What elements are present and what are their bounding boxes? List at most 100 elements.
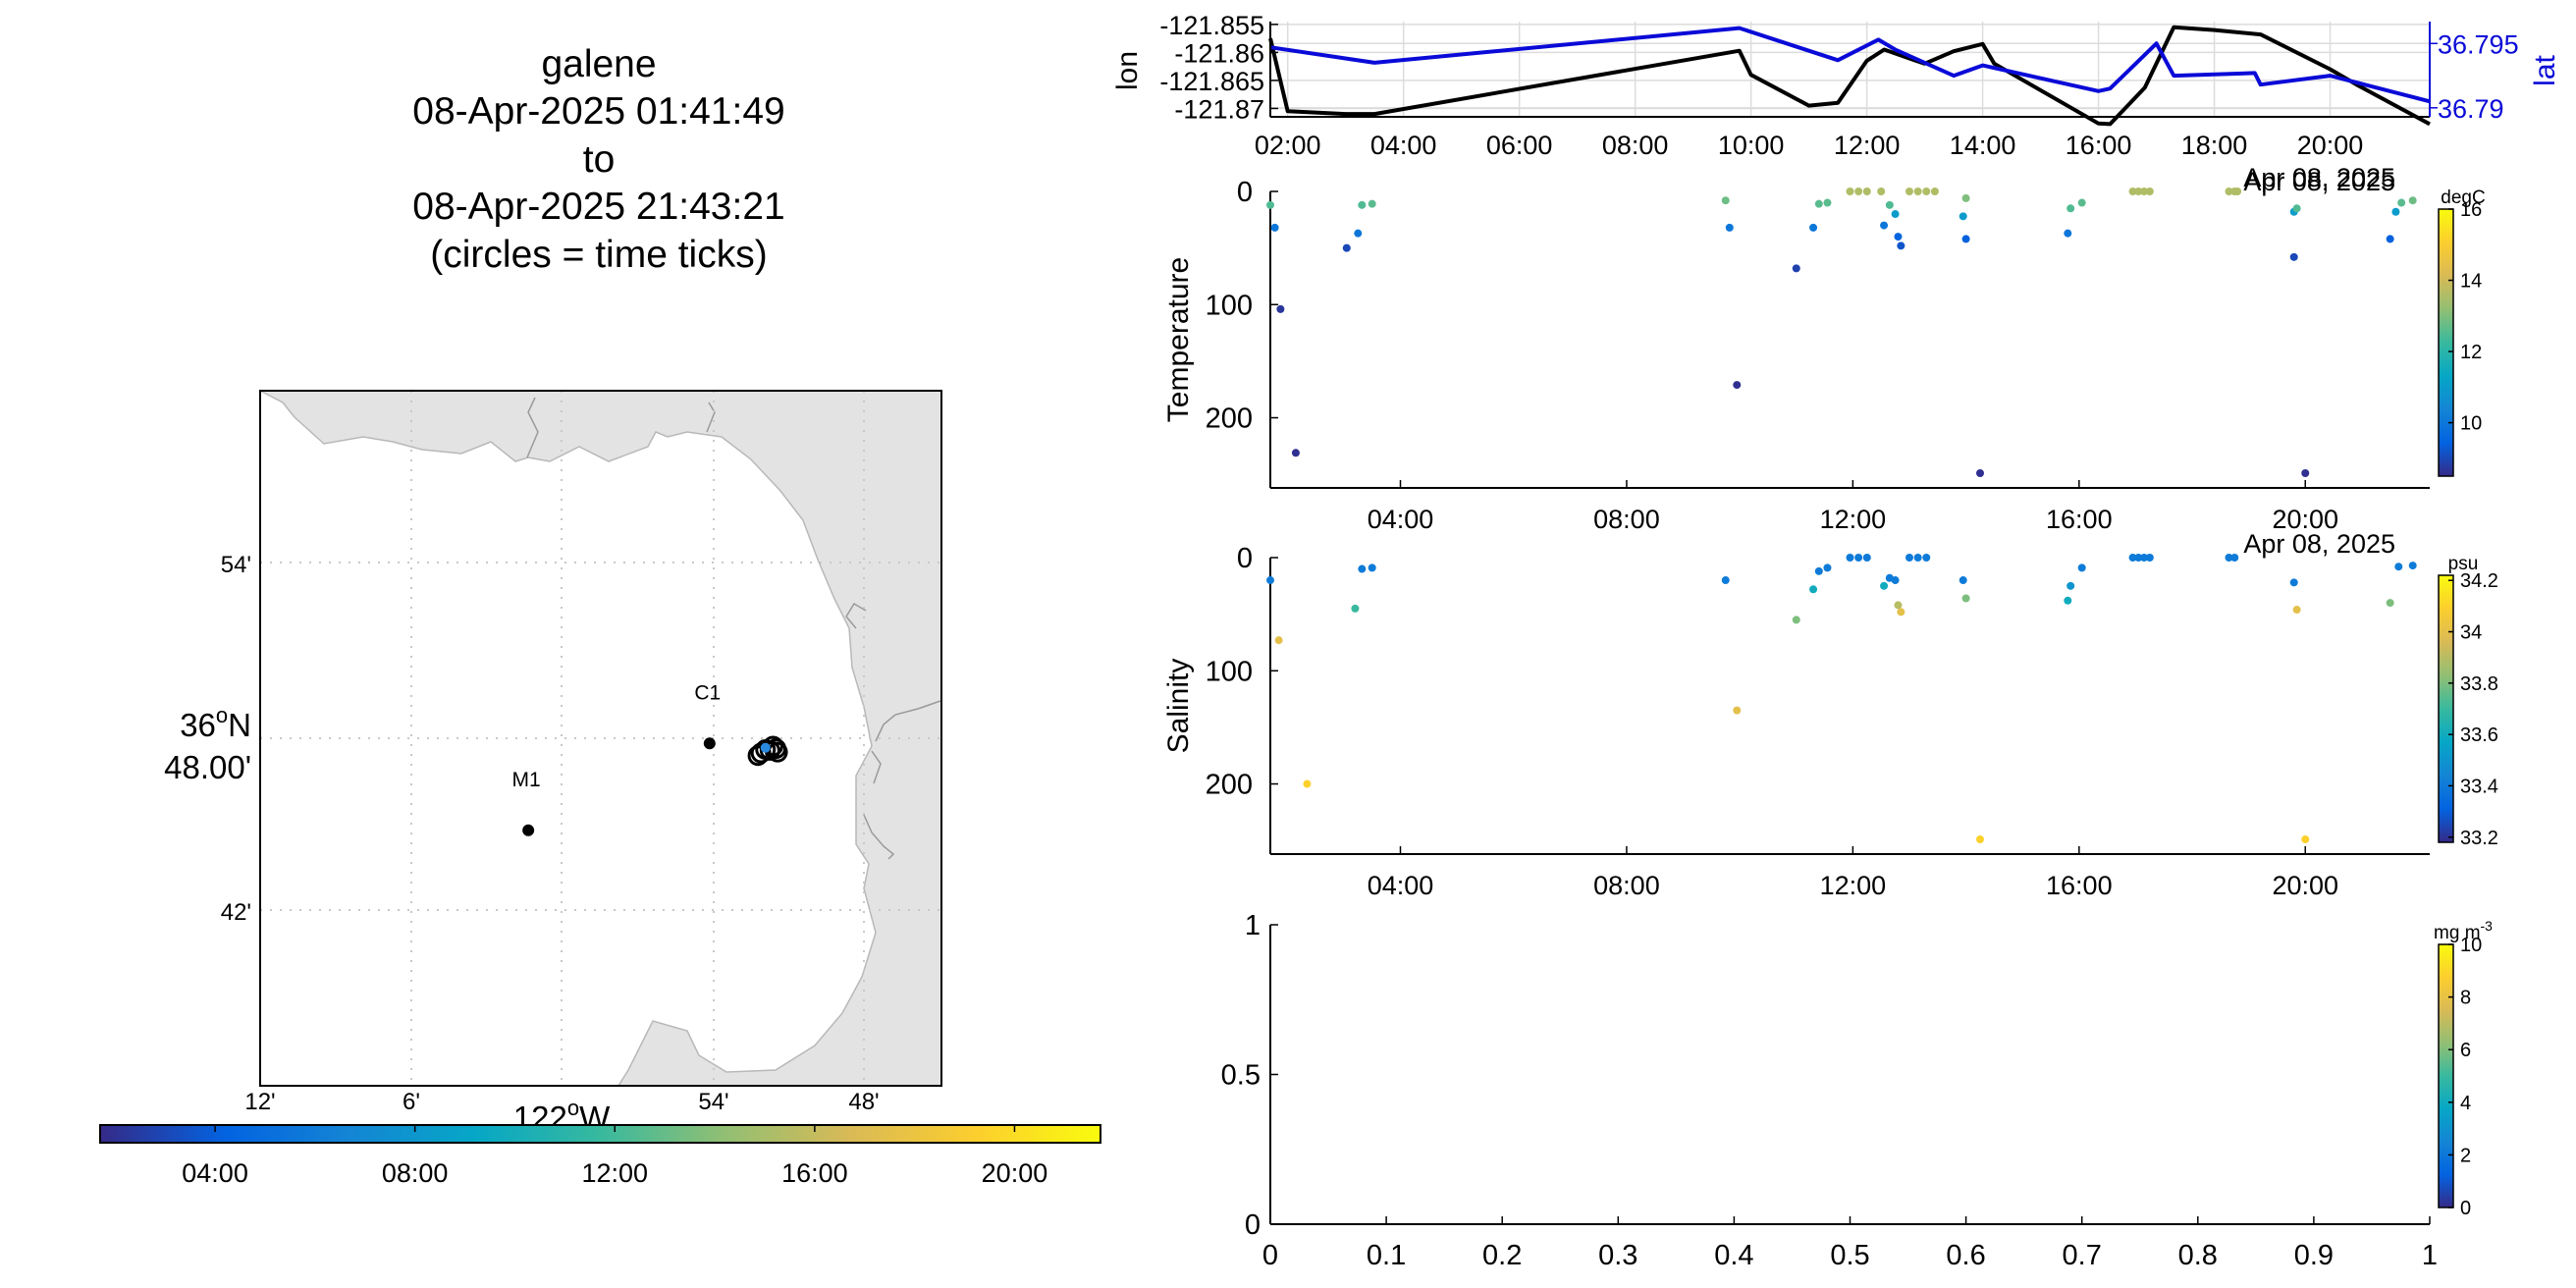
station-marker	[522, 824, 535, 836]
colorbar-label-exponent: -3	[2481, 918, 2494, 934]
colorbar-label-unit: psu	[2448, 554, 2479, 574]
x-tick-label: 06:00	[1486, 131, 1553, 160]
x-tick-label: 0.4	[1714, 1240, 1753, 1271]
data-point	[1733, 706, 1742, 715]
map-lon-tick: 54'	[698, 1089, 728, 1115]
y-tick-label: 0	[1237, 543, 1253, 574]
colorbar-tick-label: 33.4	[2460, 776, 2498, 797]
data-point	[1721, 576, 1730, 585]
x-tick-label: 0.3	[1598, 1240, 1637, 1271]
colorbar-tick-label: 16:00	[781, 1158, 848, 1188]
colorbar-tick-label: 10	[2460, 413, 2482, 435]
data-point	[2225, 188, 2233, 195]
data-point	[1854, 188, 1863, 195]
data-point	[1880, 221, 1889, 230]
x-tick-label: 0.5	[1830, 1240, 1869, 1271]
colorbar	[2438, 574, 2454, 843]
data-point	[1854, 554, 1863, 562]
x-tick-label: 04:00	[1368, 871, 1434, 900]
data-point	[2301, 835, 2310, 844]
colorbar-label-unit: mg m	[2434, 923, 2481, 943]
data-point	[2225, 554, 2233, 562]
data-point	[1358, 200, 1367, 209]
map-lat-tick: 42'	[221, 899, 251, 926]
y-tick-label: 0	[1237, 177, 1253, 208]
track-time-tick-circle	[759, 739, 780, 761]
data-point	[1922, 554, 1931, 562]
data-point	[2289, 252, 2298, 261]
data-point	[2140, 554, 2149, 562]
data-point	[1891, 210, 1900, 219]
data-point	[2391, 207, 2400, 216]
data-point	[2292, 204, 2301, 213]
x-tick-label: 20:00	[2297, 131, 2364, 160]
y-axis-label: Temperature	[1162, 257, 1195, 422]
data-point	[1905, 554, 1913, 562]
y-tick-label: 0.5	[1221, 1060, 1261, 1092]
series-line-lat	[1269, 26, 2431, 104]
data-point	[1342, 243, 1351, 252]
x-tick-label: 16:00	[2046, 871, 2113, 900]
data-point	[2301, 469, 2310, 478]
data-point	[1733, 381, 1742, 390]
data-point	[2066, 581, 2075, 590]
colorbar-label-unit: degC	[2441, 188, 2485, 208]
x-tick-label: 0	[1262, 1240, 1278, 1271]
y2-tick-label: 36.795	[2438, 29, 2519, 59]
data-point	[1961, 193, 1970, 202]
data-point	[2077, 564, 2086, 572]
y-tick-label: -121.865	[1159, 67, 1264, 96]
colorbar-tick-label: 34	[2460, 622, 2482, 644]
colorbar-label: degC	[2441, 188, 2485, 208]
map-lat-center-minutes: 48.00'	[164, 749, 251, 785]
salinity-panel: 04:00 08:00 12:00 16:00 20:00 0 100 200 Salinity…	[1162, 529, 2498, 900]
data-point	[2386, 599, 2394, 608]
data-point	[2064, 596, 2072, 605]
y-tick-label: 100	[1206, 656, 1253, 687]
data-point	[1358, 564, 1367, 573]
x-tick-label: 08:00	[1593, 505, 1660, 534]
map-marks: M1 C1	[512, 681, 788, 836]
data-point	[1354, 229, 1363, 238]
data-point	[2397, 198, 2406, 207]
data-point	[1846, 188, 1854, 195]
x-tick-label: 12:00	[1820, 871, 1887, 900]
data-point	[1897, 608, 1905, 617]
x-tick-label: 18:00	[2181, 131, 2248, 160]
data-point	[1809, 223, 1818, 232]
data-point	[2289, 578, 2298, 587]
colorbar-tick-label: 33.6	[2460, 724, 2498, 746]
map-time-colorbar	[99, 1124, 1101, 1144]
y-axis-label: Salinity	[1162, 659, 1195, 754]
colorbar-tick-label: 08:00	[382, 1158, 449, 1188]
data-point	[2386, 235, 2394, 243]
title-start-time: 08-Apr-2025 01:41:49	[412, 90, 785, 133]
data-point	[1823, 564, 1832, 572]
x-tick-label: 0.7	[2063, 1240, 2102, 1271]
data-point	[1368, 564, 1376, 572]
x-tick-label: 0.8	[2178, 1240, 2218, 1271]
data-point	[2408, 196, 2417, 205]
colorbar-tick-label: 04:00	[182, 1158, 248, 1188]
data-point	[2233, 188, 2242, 195]
x-tick-label: 0.1	[1367, 1240, 1406, 1271]
data-point	[1959, 212, 1967, 221]
data-point	[1894, 601, 1903, 610]
data-point	[1961, 235, 1970, 243]
colorbar-tick-label: 12:00	[581, 1158, 648, 1188]
data-point	[1880, 581, 1889, 590]
map-frame	[259, 390, 942, 1087]
colorbar-tick-label: 10	[2460, 935, 2482, 956]
y-tick-label: -121.855	[1159, 11, 1264, 40]
colorbar-tick-label: 16	[2460, 199, 2482, 221]
colorbar-tick-label: 34.2	[2460, 570, 2498, 592]
data-point	[1891, 576, 1900, 585]
x-tick-label: 10:00	[1718, 131, 1785, 160]
map-lon-tick: 12'	[244, 1089, 275, 1115]
colorbar-tick-label: 12	[2460, 342, 2482, 363]
colorbar-tick-label: 20:00	[982, 1158, 1048, 1188]
data-point	[1276, 304, 1285, 313]
chlorophyll-panel: 0 0.1 0.2 0.3 0.4 0.5 0.6 0.7 0.8 0.9 100.51024681…	[1221, 910, 2494, 1271]
data-point	[1274, 636, 1283, 645]
y2-tick-label: 36.79	[2438, 94, 2504, 124]
